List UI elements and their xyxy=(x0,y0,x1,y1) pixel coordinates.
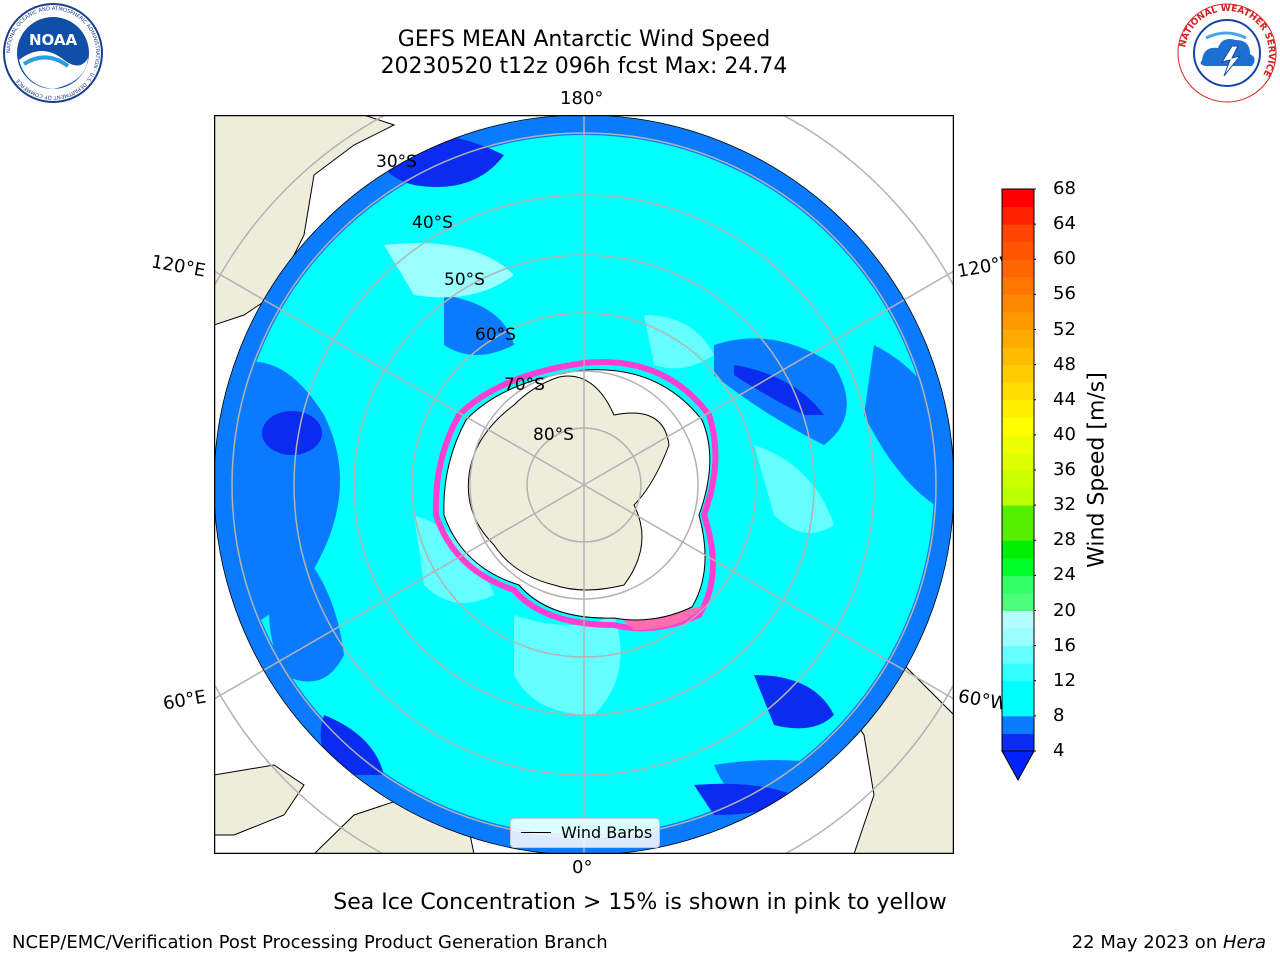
footer-date: 22 May 2023 on Hera xyxy=(1072,932,1266,953)
colorbar-tick-label: 60 xyxy=(1053,248,1076,270)
colorbar-bin xyxy=(1002,698,1034,717)
colorbar-bin xyxy=(1002,522,1034,541)
colorbar-tick-label: 68 xyxy=(1053,178,1076,199)
colorbar-bin xyxy=(1002,434,1034,453)
colorbar-bin xyxy=(1002,733,1034,752)
lon-label-0: 0° xyxy=(572,857,593,878)
sea-ice-edge xyxy=(432,359,719,632)
colorbar-tick-label: 24 xyxy=(1053,564,1076,586)
colorbar-bin xyxy=(1002,557,1034,576)
colorbar-bin xyxy=(1002,592,1034,611)
map-legend: Wind Barbs xyxy=(510,818,660,848)
colorbar-tick-label: 44 xyxy=(1053,388,1076,410)
colorbar-bin xyxy=(1002,189,1034,208)
colorbar-bin xyxy=(1002,680,1034,699)
noaa-logo: NOAA NATIONAL OCEANIC AND ATMOSPHERIC AD… xyxy=(3,3,103,103)
polar-map xyxy=(214,115,954,854)
colorbar-tick-label: 32 xyxy=(1053,494,1076,516)
nws-logo: NATIONAL WEATHER SERVICE xyxy=(1177,3,1277,103)
colorbar-tick-label: 64 xyxy=(1053,213,1076,235)
colorbar-bin xyxy=(1002,540,1034,559)
colorbar-tick-label: 36 xyxy=(1053,459,1076,480)
colorbar-bin xyxy=(1002,470,1034,489)
colorbar-bin xyxy=(1002,715,1034,734)
colorbar-tick-label: 40 xyxy=(1053,423,1076,445)
colorbar-extend-arrow xyxy=(1001,750,1035,782)
colorbar-bin xyxy=(1002,628,1034,647)
colorbar-label: Wind Speed [m/s] xyxy=(1084,372,1110,568)
noaa-logo-text: NOAA xyxy=(29,31,78,49)
colorbar-tick-label: 56 xyxy=(1053,283,1076,305)
lat-label-70s: 70°S xyxy=(504,375,545,395)
colorbar-bin xyxy=(1002,294,1034,313)
lon-label-180: 180° xyxy=(560,88,604,109)
colorbar-tick-label: 8 xyxy=(1053,704,1065,726)
map-frame xyxy=(214,115,954,854)
map-subtitle: 20230520 t12z 096h fcst Max: 24.74 xyxy=(380,54,788,79)
lat-label-50s: 50°S xyxy=(444,270,485,290)
colorbar-bin xyxy=(1002,575,1034,594)
colorbar-tick-label: 12 xyxy=(1053,669,1076,691)
wind-barb-legend-line xyxy=(521,832,551,833)
colorbar-bin xyxy=(1002,206,1034,225)
colorbar-tick-label: 20 xyxy=(1053,599,1076,621)
colorbar-bin xyxy=(1002,663,1034,682)
colorbar-bin xyxy=(1002,505,1034,524)
colorbar-bin xyxy=(1002,382,1034,401)
colorbar-bin xyxy=(1002,645,1034,664)
colorbar-bin xyxy=(1002,241,1034,260)
colorbar-bin xyxy=(1002,329,1034,348)
colorbar-bin xyxy=(1002,259,1034,278)
colorbar-bin xyxy=(1002,487,1034,506)
footer-host: Hera xyxy=(1222,932,1266,953)
colorbar-bin xyxy=(1002,610,1034,629)
lat-label-30s: 30°S xyxy=(376,152,417,172)
colorbar-bin xyxy=(1002,276,1034,295)
colorbar-tick-label: 16 xyxy=(1053,634,1076,656)
lat-label-60s: 60°S xyxy=(475,325,516,345)
sea-ice-note: Sea Ice Concentration > 15% is shown in … xyxy=(333,890,947,915)
colorbar-bin xyxy=(1002,347,1034,366)
footer-credit: NCEP/EMC/Verification Post Processing Pr… xyxy=(12,932,608,953)
colorbar-tick-label: 48 xyxy=(1053,353,1076,375)
colorbar-bin xyxy=(1002,364,1034,383)
wind-barb-legend-label: Wind Barbs xyxy=(561,823,653,842)
lat-label-40s: 40°S xyxy=(412,213,453,233)
antarctica xyxy=(443,369,711,621)
colorbar-bin xyxy=(1002,311,1034,330)
lon-label-60e: 60°E xyxy=(161,686,208,715)
colorbar-tick-label: 52 xyxy=(1053,318,1076,340)
colorbar-tick-label: 4 xyxy=(1053,740,1065,761)
map-title: GEFS MEAN Antarctic Wind Speed xyxy=(397,27,771,52)
colorbar-bin xyxy=(1002,417,1034,436)
colorbar-bin xyxy=(1002,224,1034,243)
colorbar xyxy=(1001,188,1036,782)
colorbar-tick-label: 28 xyxy=(1053,529,1076,551)
lon-label-120e: 120°E xyxy=(149,251,208,282)
colorbar-bin xyxy=(1002,399,1034,418)
footer-date-text: 22 May 2023 on xyxy=(1071,932,1223,953)
lat-label-80s: 80°S xyxy=(533,425,574,445)
colorbar-bins xyxy=(1002,189,1034,752)
colorbar-bin xyxy=(1002,452,1034,471)
